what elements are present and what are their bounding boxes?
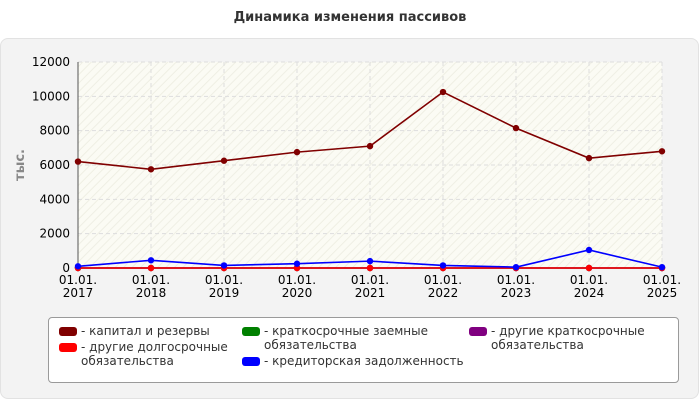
x-tick-label: 01.01. 2024 (570, 273, 608, 300)
data-point (74, 263, 82, 270)
data-point (512, 124, 520, 132)
data-point (439, 88, 447, 96)
data-point (585, 246, 593, 254)
data-point (658, 263, 666, 271)
data-point (74, 158, 82, 165)
x-tick-label: 01.01. 2019 (205, 273, 243, 300)
data-point (147, 264, 155, 272)
x-tick-label: 01.01. 2022 (424, 273, 462, 300)
data-point (147, 257, 155, 264)
x-tick-label: 01.01. 2020 (278, 273, 316, 300)
y-tick-label: 10000 (32, 89, 70, 103)
x-tick-label: 01.01. 2017 (59, 273, 97, 300)
data-point (293, 260, 301, 267)
legend-swatch-short-term-loans (242, 327, 260, 336)
legend-label-other-short-term: - другие краткосрочные обязательства (491, 324, 645, 352)
data-point (220, 262, 228, 269)
legend-item-capital: - капитал и резервы (59, 324, 234, 338)
y-tick-label: 2000 (39, 227, 70, 241)
x-tick-label: 01.01. 2023 (497, 273, 535, 300)
y-tick-label: 8000 (39, 124, 70, 138)
x-tick-label: 01.01. 2025 (643, 273, 681, 300)
legend-label-capital: - капитал и резервы (81, 324, 210, 338)
legend-swatch-capital (59, 327, 77, 336)
legend-label-short-term-loans: - краткосрочные заемные обязательства (264, 324, 428, 352)
data-point (512, 263, 520, 271)
data-point (293, 148, 301, 156)
legend-item-other-short-term: - другие краткосрочные обязательства (469, 324, 669, 352)
legend-item-other-long-term: - другие долгосрочные обязательства (59, 340, 234, 368)
x-tick-label: 01.01. 2018 (132, 273, 170, 300)
chart-title: Динамика изменения пассивов (233, 10, 467, 25)
data-point (585, 154, 593, 162)
y-tick-label: 0 (62, 261, 70, 275)
legend-swatch-other-short-term (469, 327, 487, 336)
y-tick-label: 6000 (39, 158, 70, 172)
y-axis-label: тыс. (13, 149, 28, 181)
legend-item-short-term-loans: - краткосрочные заемные обязательства (242, 324, 442, 352)
legend-label-other-long-term: - другие долгосрочные обязательства (81, 340, 228, 368)
legend-swatch-accounts-payable (242, 357, 260, 366)
legend: - капитал и резервы - краткосрочные заем… (48, 317, 679, 383)
data-point (366, 142, 374, 150)
y-tick-label: 12000 (32, 55, 70, 69)
x-tick-label: 01.01. 2021 (351, 273, 389, 300)
data-point (585, 264, 593, 272)
data-point (366, 264, 374, 272)
data-point (658, 148, 666, 155)
legend-swatch-other-long-term (59, 343, 77, 352)
legend-item-accounts-payable: - кредиторская задолженность (242, 354, 472, 368)
data-point (366, 257, 374, 265)
data-point (147, 166, 155, 173)
y-tick-label: 4000 (39, 192, 70, 206)
data-point (220, 157, 228, 164)
legend-label-accounts-payable: - кредиторская задолженность (264, 354, 464, 368)
data-point (439, 262, 447, 269)
